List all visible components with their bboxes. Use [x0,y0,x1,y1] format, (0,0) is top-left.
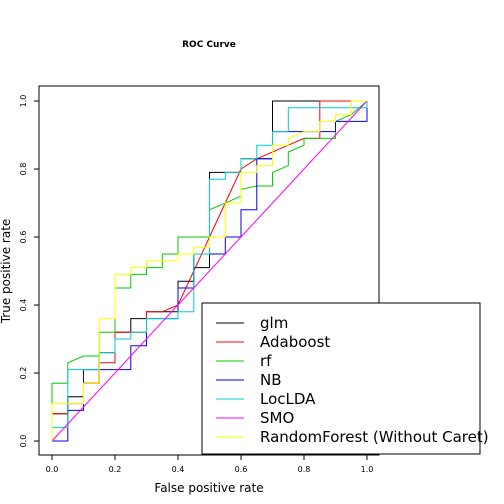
y-tick-label: 1.0 [19,95,28,108]
series-line-smo [51,100,368,442]
plot-frame [38,85,380,456]
x-tick-label: 0.6 [235,465,248,474]
y-tick-label: 0.2 [19,367,28,380]
legend-label: glm [260,314,288,332]
legend-label: Adaboost [260,333,330,351]
legend-label: NB [260,371,282,389]
x-tick-label: 1.0 [361,465,374,474]
x-tick-label: 0.0 [46,465,59,474]
legend-label: LocLDA [260,390,316,408]
y-axis-title: True positive rate [0,219,13,325]
y-tick-label: 0.0 [19,435,28,448]
y-tick-label: 0.8 [19,163,28,176]
x-tick-label: 0.2 [109,465,122,474]
legend-label: rf [260,352,272,370]
y-tick-label: 0.4 [19,299,28,312]
y-tick-label: 0.6 [19,231,28,244]
x-tick-label: 0.4 [172,465,185,474]
legend-label: RandomForest (Without Caret) [260,428,489,446]
chart-title: ROC Curve [182,40,236,50]
x-axis-title: False positive rate [154,481,263,495]
legend-label: SMO [260,409,294,427]
legend-box [201,302,481,455]
x-tick-label: 0.8 [298,465,311,474]
series-line-randomforest-without-caret [51,100,367,441]
